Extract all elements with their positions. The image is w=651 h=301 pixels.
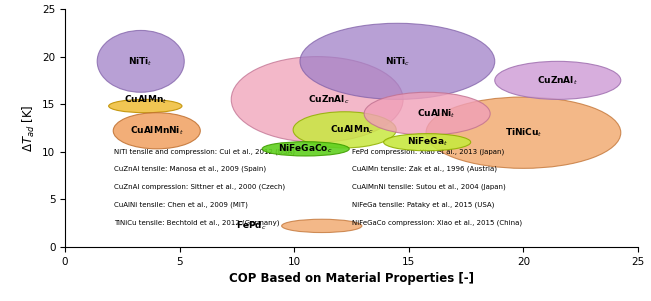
Text: TiNiCu tensile: Bechtold et al., 2012 (Germany): TiNiCu tensile: Bechtold et al., 2012 (G… <box>114 219 279 226</box>
Ellipse shape <box>109 99 182 113</box>
Text: CuAlMnNi$_t$: CuAlMnNi$_t$ <box>130 125 184 137</box>
Text: NiTi$_c$: NiTi$_c$ <box>385 55 410 68</box>
Y-axis label: $\Delta T_{ad}$ [K]: $\Delta T_{ad}$ [K] <box>20 104 36 152</box>
Text: CuZnAl$_t$: CuZnAl$_t$ <box>537 74 578 87</box>
Ellipse shape <box>364 92 490 135</box>
Text: CuZnAl compression: Sittner et al., 2000 (Czech): CuZnAl compression: Sittner et al., 2000… <box>114 184 285 190</box>
Text: NiFeGa$_t$: NiFeGa$_t$ <box>407 136 448 148</box>
Text: CuAlMn$_c$: CuAlMn$_c$ <box>329 124 374 136</box>
Text: CuAlNi$_t$: CuAlNi$_t$ <box>417 107 456 120</box>
Ellipse shape <box>282 219 362 233</box>
Text: NiFeGaCo compression: Xiao et al., 2015 (China): NiFeGaCo compression: Xiao et al., 2015 … <box>352 219 521 226</box>
Ellipse shape <box>97 30 184 92</box>
Ellipse shape <box>426 97 621 168</box>
Text: FePd$_c$: FePd$_c$ <box>236 220 267 232</box>
Text: NiFeGa tensile: Pataky et al., 2015 (USA): NiFeGa tensile: Pataky et al., 2015 (USA… <box>352 202 494 208</box>
Ellipse shape <box>231 57 403 142</box>
Ellipse shape <box>300 23 495 99</box>
Ellipse shape <box>262 142 349 156</box>
Text: CuAlMn tensile: Zak et al., 1996 (Austria): CuAlMn tensile: Zak et al., 1996 (Austri… <box>352 166 497 172</box>
X-axis label: COP Based on Material Properties [-]: COP Based on Material Properties [-] <box>229 272 474 285</box>
Text: CuAlMn$_t$: CuAlMn$_t$ <box>124 93 167 106</box>
Ellipse shape <box>495 61 621 99</box>
Text: CuZnAl tensile: Manosa et al., 2009 (Spain): CuZnAl tensile: Manosa et al., 2009 (Spa… <box>114 166 266 172</box>
Text: CuZnAl$_c$: CuZnAl$_c$ <box>308 93 350 106</box>
Text: NiTi$_t$: NiTi$_t$ <box>128 55 153 68</box>
Text: TiNiCu$_t$: TiNiCu$_t$ <box>505 126 542 139</box>
Ellipse shape <box>113 113 201 149</box>
Text: CuAlMnNi tensile: Sutou et al., 2004 (Japan): CuAlMnNi tensile: Sutou et al., 2004 (Ja… <box>352 184 505 190</box>
Text: CuAlNi tensile: Chen et al., 2009 (MIT): CuAlNi tensile: Chen et al., 2009 (MIT) <box>114 202 247 208</box>
Ellipse shape <box>293 112 396 148</box>
Ellipse shape <box>383 134 471 151</box>
Text: FePd compression: Xiao et al., 2013 (Japan): FePd compression: Xiao et al., 2013 (Jap… <box>352 148 504 155</box>
Text: NiFeGaCo$_c$: NiFeGaCo$_c$ <box>279 143 333 155</box>
Text: NiTi tensile and compression: Cui et al., 2012 (USA): NiTi tensile and compression: Cui et al.… <box>114 148 295 155</box>
